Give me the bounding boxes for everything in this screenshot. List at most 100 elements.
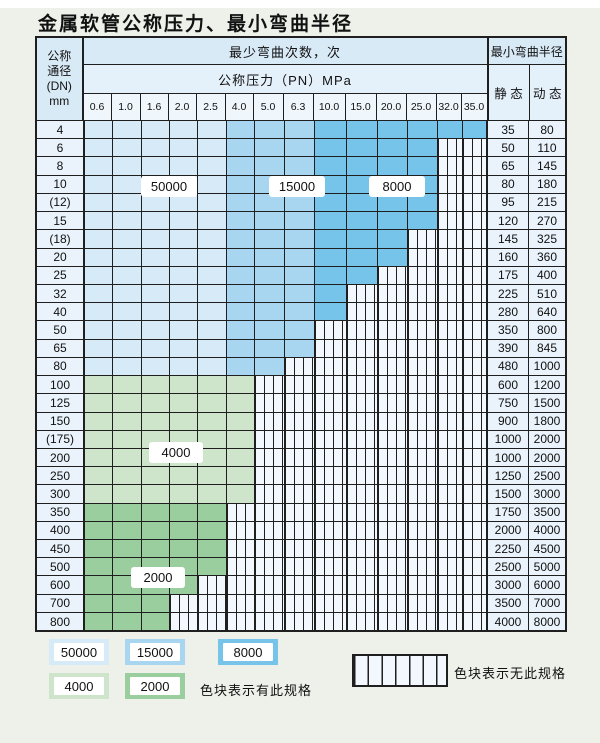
spec-cell: [227, 448, 255, 467]
pressure-tick: 4.0: [226, 94, 254, 120]
no-spec-cell: [438, 376, 463, 394]
no-spec-cell: [315, 540, 347, 558]
no-spec-cell: [198, 594, 227, 612]
table-row: 20 160 360: [37, 247, 565, 266]
dn-value: 600: [37, 576, 85, 594]
spec-cell: [113, 394, 142, 412]
no-spec-cell: [315, 430, 347, 448]
table-row: 400 2000 4000: [37, 520, 565, 540]
no-spec-cell: [315, 576, 347, 594]
no-spec-cell: [255, 376, 285, 394]
no-spec-cell: [378, 266, 408, 284]
no-spec-cell: [438, 357, 463, 376]
spec-cell: [113, 467, 142, 485]
spec-cell: [170, 357, 198, 376]
no-spec-cell: [463, 303, 488, 321]
spec-cell: [255, 121, 285, 139]
no-spec-cell: [227, 612, 255, 631]
header-right: 最小弯曲半径 静 态 动 态: [486, 38, 565, 120]
spec-cell: [170, 266, 198, 284]
no-spec-cell: [463, 284, 488, 303]
no-spec-cell: [438, 448, 463, 467]
no-spec-cell: [315, 321, 347, 339]
dn-value: 350: [37, 503, 85, 521]
no-spec-cell: [408, 412, 438, 430]
legend-swatch-2000: 2000: [125, 673, 185, 699]
dn-value: 500: [37, 558, 85, 576]
dynamic-radius-value: 360: [529, 248, 565, 266]
spec-cell: [142, 321, 170, 339]
table-row: 700 3500 7000: [37, 593, 565, 612]
cycles-label-50000: 50000: [142, 177, 196, 196]
static-radius-value: 2250: [488, 540, 529, 558]
static-radius-value: 1000: [488, 448, 529, 467]
no-spec-cell: [378, 339, 408, 357]
spec-cell: [227, 412, 255, 430]
static-radius-value: 160: [488, 248, 529, 266]
spec-cell: [255, 357, 285, 376]
spec-cell: [198, 266, 227, 284]
dn-value: 125: [37, 394, 85, 412]
no-spec-cell: [347, 357, 378, 376]
dn-value: 200: [37, 448, 85, 467]
static-radius-value: 600: [488, 376, 529, 394]
spec-cell: [170, 321, 198, 339]
no-spec-cell: [438, 266, 463, 284]
pressure-tick: 6.3: [284, 94, 314, 120]
spec-cell: [85, 357, 113, 376]
spec-cell: [170, 394, 198, 412]
pressure-header: 公称压力（PN）MPa: [83, 65, 487, 94]
spec-cell: [198, 376, 227, 394]
spec-cell: [315, 193, 347, 212]
no-spec-cell: [347, 303, 378, 321]
spec-cell: [142, 412, 170, 430]
spec-cell: [142, 248, 170, 266]
spec-cell: [198, 193, 227, 212]
spec-cell: [170, 157, 198, 175]
spec-cell: [85, 284, 113, 303]
no-spec-cell: [463, 248, 488, 266]
spec-cell: [285, 230, 315, 248]
spec-cell: [85, 321, 113, 339]
dn-value: 250: [37, 467, 85, 485]
spec-cell: [198, 139, 227, 157]
no-spec-cell: [285, 594, 315, 612]
no-spec-cell: [438, 558, 463, 576]
spec-cell: [198, 157, 227, 175]
no-spec-cell: [408, 430, 438, 448]
pressure-tick: 0.6: [84, 94, 112, 120]
no-spec-cell: [438, 485, 463, 503]
no-spec-cell: [463, 467, 488, 485]
spec-cell: [315, 212, 347, 230]
spec-cell: [170, 412, 198, 430]
spec-cell: [142, 485, 170, 503]
spec-cell: [198, 430, 227, 448]
no-spec-cell: [438, 594, 463, 612]
dynamic-radius-value: 3500: [529, 503, 565, 521]
static-radius-value: 4000: [488, 612, 529, 631]
dn-value: 65: [37, 339, 85, 357]
spec-cell: [113, 139, 142, 157]
spec-cell: [142, 230, 170, 248]
no-spec-cell: [347, 521, 378, 540]
no-spec-cell: [315, 448, 347, 467]
table-row: 4 35 80: [37, 120, 565, 139]
spec-cell: [198, 339, 227, 357]
spec-cell: [113, 321, 142, 339]
spec-cell: [255, 212, 285, 230]
no-spec-cell: [255, 485, 285, 503]
no-spec-cell: [378, 612, 408, 631]
no-spec-cell: [408, 576, 438, 594]
top-strip: [0, 0, 600, 8]
spec-cell: [85, 139, 113, 157]
dn-value: 10: [37, 175, 85, 193]
dynamic-radius-value: 110: [529, 139, 565, 157]
no-spec-cell: [463, 266, 488, 284]
spec-cell: [255, 139, 285, 157]
no-spec-cell: [408, 321, 438, 339]
dn-value: 800: [37, 612, 85, 631]
spec-cell: [285, 321, 315, 339]
dynamic-radius-value: 270: [529, 212, 565, 230]
spec-cell: [85, 303, 113, 321]
spec-cell: [227, 266, 255, 284]
